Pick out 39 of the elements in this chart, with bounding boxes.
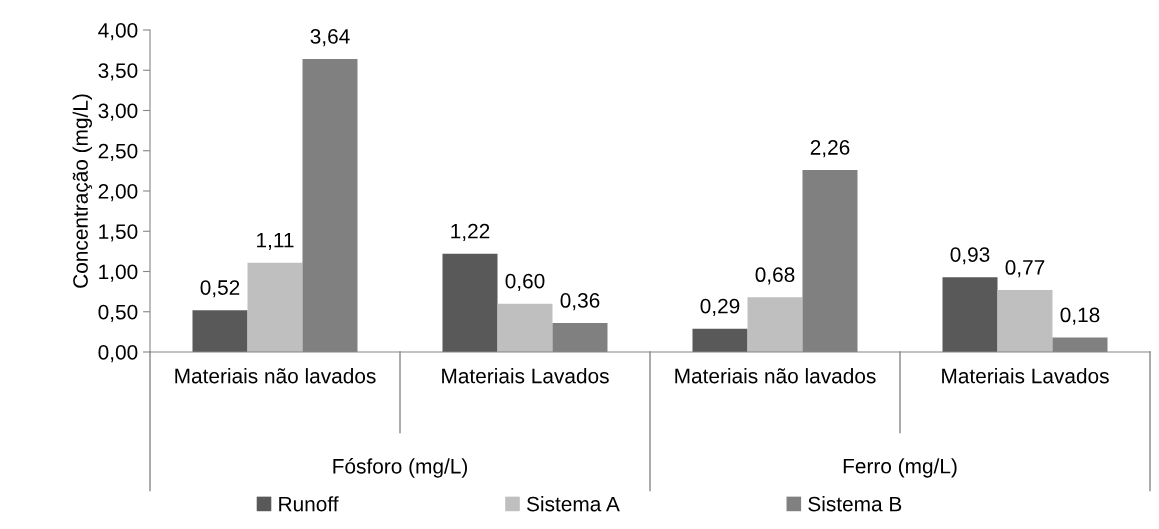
y-tick-label: 2,00 — [98, 184, 138, 202]
data-label: 0,68 — [755, 267, 795, 285]
data-label: 0,60 — [505, 273, 545, 291]
bar — [942, 277, 998, 352]
x-tick-label: Materiais Lavados — [442, 368, 609, 384]
bar — [247, 262, 303, 352]
legend-label: Sistema B — [808, 496, 902, 512]
legend-label: Runoff — [279, 496, 339, 512]
text: Ferro (mg/L) — [843, 458, 957, 478]
data-label: 0,18 — [1060, 307, 1100, 325]
bar — [442, 253, 498, 352]
x-tick-label: Materiais Lavados — [942, 368, 1109, 384]
data-label: 0,29 — [700, 298, 740, 316]
x-tick-label: Materiais não lavados — [175, 368, 376, 384]
x-tick-label: Materiais não lavados — [675, 368, 876, 384]
y-tick-label: 1,00 — [99, 264, 138, 282]
data-label: 2,26 — [810, 140, 850, 158]
data-label: 0,52 — [200, 280, 240, 298]
bar — [692, 328, 748, 352]
bar — [192, 310, 248, 352]
bar — [747, 297, 803, 352]
legend-label: Sistema A — [527, 496, 620, 512]
data-label: 3,64 — [310, 29, 350, 47]
data-label: 0,36 — [560, 293, 600, 311]
y-tick-label: 0,50 — [98, 304, 138, 322]
y-tick-label: 1,50 — [99, 224, 138, 242]
y-tick-label: 4,00 — [98, 23, 138, 41]
data-label: 1,22 — [451, 223, 490, 242]
y-tick-label: 3,00 — [98, 103, 138, 121]
bar — [997, 290, 1053, 352]
data-label: 0,93 — [950, 247, 990, 265]
y-tick-label: 0,00 — [98, 345, 138, 363]
text: Fósforo (mg/L) — [333, 458, 468, 478]
data-label: 0,77 — [1005, 260, 1045, 278]
bar — [497, 303, 553, 352]
data-label: 1,11 — [257, 232, 294, 250]
y-tick-label: 2,50 — [98, 143, 138, 161]
y-tick-label: 3,50 — [98, 63, 138, 81]
y-axis-title: Concentração (mg/L) — [72, 94, 93, 288]
